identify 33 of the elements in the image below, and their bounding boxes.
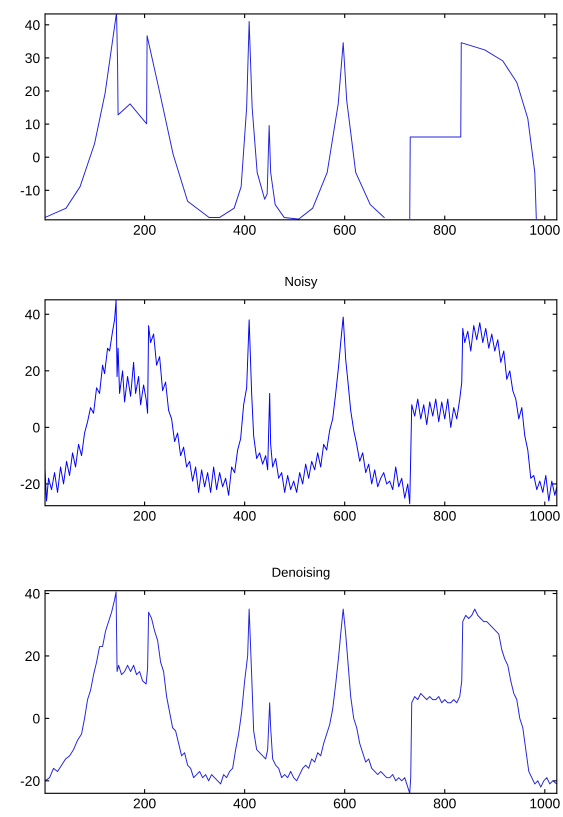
x-tick-label: 1000 (530, 225, 560, 235)
y-tick-label: -10 (20, 186, 40, 196)
chart-title: Denoising (272, 567, 330, 580)
x-tick-label: 800 (434, 798, 456, 808)
y-tick-label: 0 (33, 152, 40, 162)
y-tick-label: 30 (25, 53, 40, 64)
x-tick-label: 1000 (530, 798, 560, 808)
x-tick-label: 600 (334, 510, 356, 521)
y-tick-label: -20 (20, 776, 40, 786)
y-tick-label: 10 (26, 119, 40, 130)
x-tick-label: 800 (434, 510, 456, 521)
line-series (45, 591, 557, 794)
x-tick-label: 600 (334, 225, 356, 235)
chart-title: Noisy (286, 276, 318, 289)
line-series (45, 300, 557, 504)
y-tick-label: 0 (33, 422, 40, 433)
y-tick-label: 40 (25, 310, 40, 320)
y-tick-label: 20 (25, 651, 40, 662)
x-tick-label: 600 (334, 798, 356, 808)
x-tick-label: 1000 (530, 510, 560, 521)
x-tick-label: 200 (134, 798, 156, 808)
y-tick-label: 20 (25, 86, 40, 96)
x-tick-label: 400 (233, 510, 256, 521)
x-tick-label: 400 (233, 798, 256, 808)
y-tick-label: 40 (25, 20, 40, 30)
x-tick-label: 400 (233, 225, 256, 235)
y-tick-label: -20 (20, 479, 40, 490)
y-tick-label: 20 (25, 366, 40, 376)
y-tick-label: 40 (25, 588, 40, 599)
x-tick-label: 200 (134, 225, 156, 235)
x-tick-label: 200 (134, 510, 156, 521)
x-tick-label: 800 (434, 225, 456, 235)
y-tick-label: 0 (33, 714, 40, 724)
